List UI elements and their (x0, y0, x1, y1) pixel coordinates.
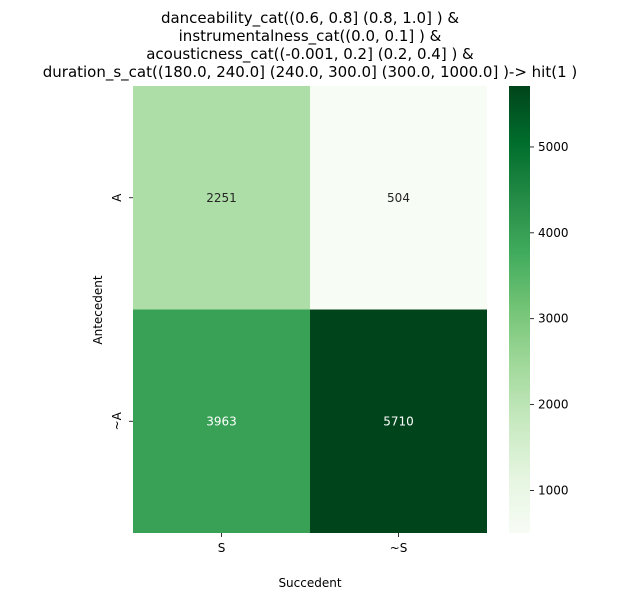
heatmap-cell-label: 504 (387, 191, 410, 205)
colorbar-tick-label: 4000 (538, 226, 569, 240)
heatmap-cells (133, 86, 487, 533)
x-axis-label: Succedent (278, 576, 341, 590)
y-tick-label: A (110, 193, 124, 202)
title-line-4: duration_s_cat((180.0, 240.0] (240.0, 30… (43, 63, 578, 82)
heatmap-cell-label: 5710 (383, 414, 414, 428)
x-axis-ticks: S ~S (218, 533, 408, 555)
colorbar-tick-label: 1000 (538, 483, 569, 497)
colorbar: 1000 2000 3000 4000 5000 (509, 86, 569, 533)
x-tick-label: S (218, 541, 226, 555)
y-axis-ticks: A ~A (110, 193, 133, 430)
y-axis-label: Antecedent (91, 275, 105, 344)
heatmap-cell (133, 309, 310, 533)
heatmap-cell-label: 2251 (206, 191, 237, 205)
heatmap-cell-labels: 2251 504 3963 5710 (206, 191, 414, 429)
colorbar-tick-label: 2000 (538, 398, 569, 412)
colorbar-tick-label: 3000 (538, 312, 569, 326)
title-line-1: danceability_cat((0.6, 0.8] (0.8, 1.0] )… (161, 9, 459, 28)
title-line-2: instrumentalness_cat((0.0, 0.1] ) & (179, 27, 442, 46)
heatmap-cell (133, 86, 310, 310)
title-line-3: acousticness_cat((-0.001, 0.2] (0.2, 0.4… (146, 45, 474, 64)
y-tick-label: ~A (110, 411, 124, 430)
chart-title: danceability_cat((0.6, 0.8] (0.8, 1.0] )… (43, 9, 578, 82)
colorbar-tick-label: 5000 (538, 140, 569, 154)
heatmap-cell (310, 309, 487, 533)
x-tick-label: ~S (390, 541, 408, 555)
colorbar-ticks: 1000 2000 3000 4000 5000 (530, 140, 569, 497)
colorbar-gradient (509, 86, 530, 533)
heatmap-cell-label: 3963 (206, 414, 237, 428)
heatmap-cell (310, 86, 487, 310)
